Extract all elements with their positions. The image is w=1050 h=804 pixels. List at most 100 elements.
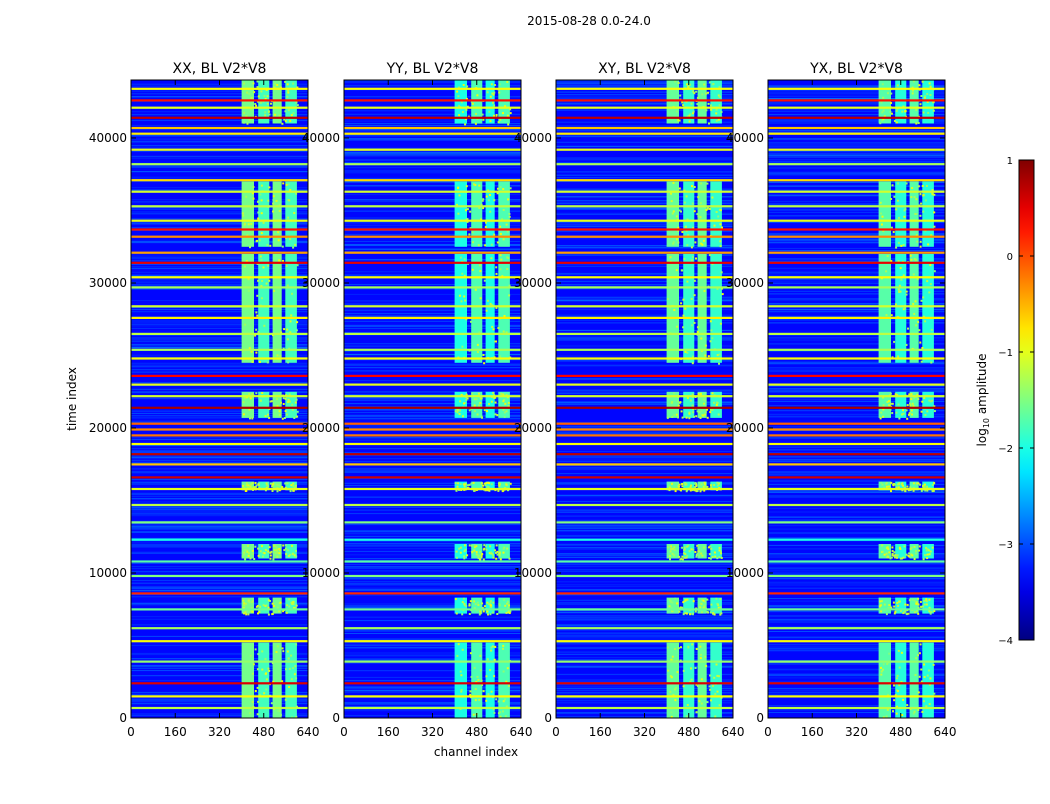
rfi-speck [489,120,492,123]
noise-row [131,505,308,507]
noise-row [768,621,945,623]
rfi-speck [504,604,507,607]
noise-row [556,207,733,209]
rfi-speck [250,222,253,225]
rfi-speck [252,186,255,188]
rfi-speck [913,196,916,199]
noise-row [344,397,521,399]
noise-row [131,334,308,336]
noise-row [344,686,521,688]
rfi-speck [485,699,488,702]
rfi-speck [487,603,490,606]
rfi-speck [928,399,931,402]
colorbar-tick-label: −3 [998,540,1013,551]
rfi-block [909,544,919,559]
rfi-speck [480,203,483,206]
rfi-speck [933,610,936,613]
rfi-speck [266,102,269,105]
rfi-speck [469,652,472,655]
noise-row [768,167,945,169]
rfi-speck [502,188,505,190]
rfi-speck [713,551,716,554]
rfi-speck [504,402,507,405]
noise-row [556,226,733,227]
time-line [768,116,945,119]
rfi-speck [467,484,469,487]
time-line [768,560,945,563]
noise-row [344,343,521,345]
rfi-speck [693,294,696,297]
rfi-speck [905,293,908,296]
rfi-speck [916,278,919,281]
rfi-speck [912,712,915,715]
rfi-speck [260,212,263,215]
noise-row [344,123,521,125]
rfi-speck [915,602,918,605]
rfi-speck [933,270,936,273]
noise-row [131,680,308,682]
rfi-speck [686,554,689,557]
rfi-speck [284,547,287,550]
rfi-speck [261,280,264,282]
rfi-speck [466,397,469,400]
rfi-speck [503,598,506,601]
rfi-speck [887,694,890,696]
x-tick-label: 0 [764,725,772,739]
rfi-speck [888,485,890,488]
noise-row [131,211,308,213]
rfi-speck [244,490,247,492]
time-line [344,627,521,630]
time-line [131,126,308,130]
rfi-speck [482,484,484,487]
rfi-speck [915,550,918,552]
noise-row [344,652,521,654]
noise-row [556,599,733,601]
time-line [768,228,945,231]
rfi-speck [242,484,245,487]
rfi-speck [289,189,292,191]
noise-row [556,201,733,203]
rfi-speck [669,307,672,310]
time-line [768,434,945,437]
noise-row [131,509,308,511]
time-line [768,574,945,578]
rfi-speck [931,546,934,549]
noise-row [768,368,945,370]
rfi-speck [720,111,723,113]
rfi-speck [502,710,504,713]
noise-row [556,615,733,616]
rfi-speck [499,355,502,358]
rfi-speck [469,690,472,693]
rfi-speck [251,192,254,195]
noise-row [344,326,521,328]
noise-row [131,307,308,308]
noise-row [131,268,308,270]
rfi-speck [699,490,702,493]
noise-row [556,280,733,282]
rfi-speck [252,197,255,200]
time-line [768,706,945,710]
rfi-speck [720,612,723,615]
noise-row [344,629,521,631]
rfi-speck [294,484,297,487]
rfi-speck [690,324,693,327]
x-tick-label: 640 [722,725,745,739]
rfi-speck [674,80,677,83]
rfi-speck [908,393,911,396]
noise-row [768,253,945,255]
rfi-speck [682,685,685,688]
rfi-speck [489,545,492,548]
rfi-speck [928,703,931,705]
rfi-speck [906,404,909,407]
noise-row [556,157,733,159]
rfi-block [683,642,695,718]
rfi-speck [703,489,706,492]
y-tick-label: 10000 [89,566,127,580]
rfi-speck [293,554,296,557]
rfi-speck [474,410,476,412]
rfi-speck [695,683,698,686]
rfi-speck [456,203,458,206]
noise-row [768,491,945,493]
noise-row [131,241,308,243]
noise-row [556,315,733,317]
